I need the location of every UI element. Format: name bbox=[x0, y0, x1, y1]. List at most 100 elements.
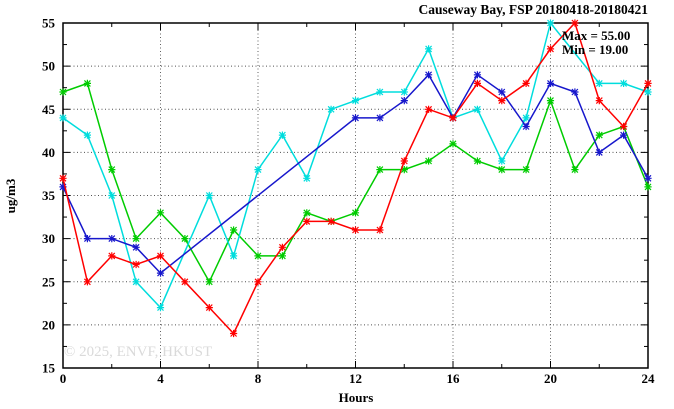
data-point-blue bbox=[59, 183, 67, 191]
data-point-blue bbox=[132, 243, 140, 251]
data-point-green bbox=[181, 235, 189, 243]
data-point-blue bbox=[546, 79, 555, 88]
data-point-green bbox=[83, 79, 92, 88]
data-point-blue bbox=[595, 148, 603, 156]
y-tick-label: 30 bbox=[42, 231, 55, 246]
data-point-blue bbox=[400, 96, 408, 105]
legend-min-entry: Min = 19.00 bbox=[562, 42, 628, 57]
x-tick-label: 16 bbox=[447, 371, 461, 386]
data-point-blue bbox=[571, 88, 579, 96]
data-point-blue bbox=[522, 122, 530, 131]
series-line-red bbox=[62, 21, 649, 335]
series-line-green bbox=[62, 82, 649, 284]
data-point-red bbox=[546, 45, 555, 53]
y-tick-label: 45 bbox=[42, 102, 56, 117]
y-tick-label: 55 bbox=[42, 16, 56, 31]
x-tick-label: 24 bbox=[642, 371, 656, 386]
data-point-cyan bbox=[156, 304, 165, 312]
data-point-cyan bbox=[132, 278, 140, 286]
x-tick-label: 4 bbox=[157, 371, 164, 386]
chart-title: Causeway Bay, FSP 20180418-20180421 bbox=[418, 2, 648, 17]
data-point-red bbox=[108, 252, 116, 260]
y-tick-label: 20 bbox=[42, 317, 55, 332]
data-point-blue bbox=[156, 269, 165, 277]
data-point-red bbox=[181, 278, 189, 286]
x-tick-label: 12 bbox=[349, 371, 362, 386]
data-point-red bbox=[254, 278, 262, 286]
data-point-green bbox=[425, 157, 433, 165]
data-point-cyan bbox=[376, 88, 384, 96]
data-point-red bbox=[351, 226, 360, 234]
data-point-red bbox=[156, 252, 165, 260]
data-point-green bbox=[571, 166, 579, 174]
data-point-red bbox=[449, 114, 457, 122]
data-point-cyan bbox=[400, 88, 408, 96]
data-point-blue bbox=[644, 174, 652, 182]
y-tick-label: 25 bbox=[42, 274, 56, 289]
y-tick-label: 40 bbox=[42, 145, 55, 160]
data-point-cyan bbox=[278, 131, 286, 139]
data-point-green bbox=[59, 88, 67, 96]
data-point-red bbox=[278, 243, 286, 251]
x-tick-label: 20 bbox=[544, 371, 557, 386]
data-point-green bbox=[132, 235, 140, 243]
watermark: © 2025, ENVF, HKUST bbox=[64, 344, 212, 360]
data-point-cyan bbox=[303, 174, 311, 182]
x-tick-label: 0 bbox=[60, 371, 67, 386]
data-point-blue bbox=[376, 114, 384, 122]
y-tick-label: 35 bbox=[42, 188, 56, 203]
data-point-green bbox=[351, 209, 360, 217]
data-point-red bbox=[132, 260, 140, 269]
data-point-red bbox=[522, 79, 530, 88]
data-point-red bbox=[400, 157, 408, 165]
data-point-cyan bbox=[108, 191, 116, 200]
data-point-blue bbox=[619, 131, 628, 139]
data-point-red bbox=[303, 217, 311, 225]
data-point-green bbox=[108, 166, 116, 174]
data-point-blue bbox=[351, 114, 360, 122]
x-axis-label: Hours bbox=[339, 390, 374, 405]
data-point-red bbox=[644, 79, 652, 88]
data-point-blue bbox=[83, 235, 92, 243]
data-point-cyan bbox=[59, 114, 67, 122]
data-point-green bbox=[254, 252, 262, 260]
y-tick-label: 50 bbox=[42, 59, 55, 74]
data-point-blue bbox=[473, 71, 481, 79]
legend-max-entry: Max = 55.00 bbox=[562, 28, 630, 43]
data-point-red bbox=[327, 217, 335, 225]
data-point-red bbox=[619, 122, 628, 131]
data-point-green bbox=[473, 157, 481, 165]
data-point-cyan bbox=[522, 114, 530, 122]
data-point-cyan bbox=[644, 88, 652, 96]
data-point-green bbox=[156, 209, 165, 217]
data-point-blue bbox=[498, 88, 506, 96]
data-point-red bbox=[473, 79, 481, 88]
y-axis-label: ug/m3 bbox=[3, 178, 18, 213]
data-point-green bbox=[595, 131, 603, 139]
data-point-cyan bbox=[619, 79, 628, 88]
data-point-green bbox=[546, 96, 555, 105]
data-point-cyan bbox=[327, 105, 335, 113]
data-point-cyan bbox=[595, 79, 603, 88]
data-point-red bbox=[571, 19, 579, 27]
data-point-red bbox=[83, 278, 92, 286]
data-point-green bbox=[376, 166, 384, 174]
plot-area: 0 4 8 12 16 20 24 15 20 25 30 35 40 45 50 55 bbox=[42, 16, 655, 387]
data-point-green bbox=[522, 166, 530, 174]
data-point-cyan bbox=[83, 131, 92, 139]
x-tick-label: 8 bbox=[255, 371, 262, 386]
y-tick-label: 15 bbox=[42, 361, 56, 376]
data-point-red bbox=[425, 105, 433, 113]
data-point-green bbox=[303, 209, 311, 217]
data-point-red bbox=[59, 174, 67, 182]
data-point-cyan bbox=[546, 19, 555, 27]
data-point-cyan bbox=[473, 105, 481, 113]
data-point-red bbox=[230, 329, 238, 338]
data-point-green bbox=[278, 252, 286, 260]
data-point-green bbox=[498, 166, 506, 174]
data-point-cyan bbox=[254, 166, 262, 174]
data-point-blue bbox=[108, 235, 116, 243]
data-point-cyan bbox=[498, 157, 506, 165]
